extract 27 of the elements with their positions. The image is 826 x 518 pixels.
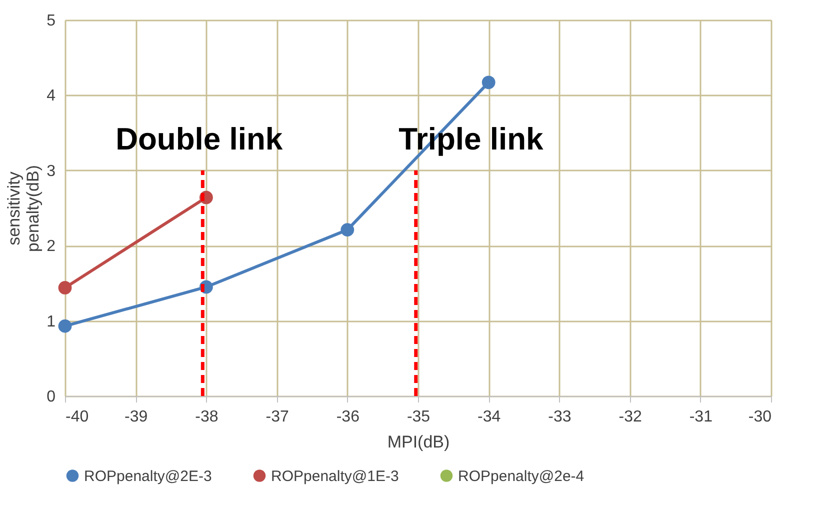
point [58,319,72,333]
y-tick-label: 5 [46,12,56,30]
legend-label: ROPpenalty@2E-3 [84,468,212,485]
x-tick-label: -38 [195,408,218,426]
x-axis-title: MPI(dB) [387,432,450,452]
x-tick-label: -32 [618,408,642,426]
annotation: Double link [116,121,284,156]
legend-label: ROPpenalty@2e-4 [458,468,584,485]
y-axis-title: sensitivity penalty(dB) [4,165,43,252]
x-tick-label: -31 [689,408,713,426]
point [482,76,496,90]
x-tick-label: -30 [748,408,772,426]
legend-label: ROPpenalty@1E-3 [271,468,399,485]
y-tick-label: 4 [46,88,56,105]
x-tick-label: -40 [66,408,89,426]
x-tick-label: -33 [548,408,572,426]
x-tick-label: -35 [406,408,430,426]
point [340,223,354,237]
y-tick-label: 0 [46,388,56,406]
point [58,281,72,294]
x-tick-label: -39 [124,408,148,426]
x-tick-label: -37 [266,408,289,426]
y-tick-label: 3 [46,162,56,180]
x-tick-label: -36 [336,408,360,426]
y-tick-label: 1 [46,313,56,330]
x-tick-label: -34 [478,408,501,426]
y-tick-label: 2 [46,238,56,256]
